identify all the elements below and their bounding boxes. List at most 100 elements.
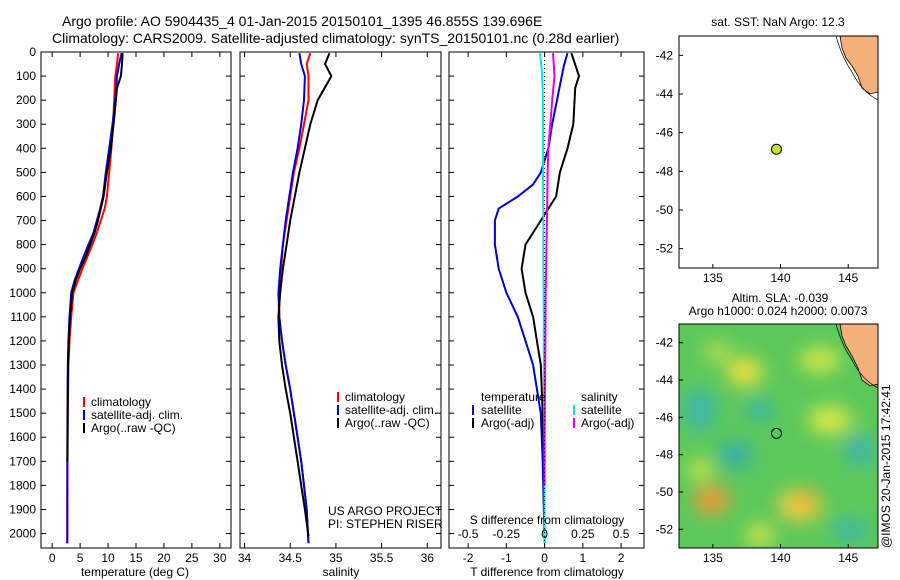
legend-label-argo: Argo(..raw -QC) <box>345 416 430 430</box>
pi-label: PI: STEPHEN RISER <box>328 517 443 531</box>
bathymetry-contour <box>835 36 878 101</box>
lat-tick-label: -44 <box>656 373 674 387</box>
y-tick-label: 500 <box>16 165 36 179</box>
x-tick-label: 30 <box>213 551 227 565</box>
salinity-legend: climatology satellite-adj. clim. Argo(..… <box>337 390 437 430</box>
y-tick-label: 0 <box>29 45 36 59</box>
temperature-panel: 0100200300400500600700800900100011001200… <box>9 45 644 579</box>
y-tick-label: 1100 <box>10 310 36 324</box>
series-line <box>520 52 581 462</box>
series-line <box>543 53 556 486</box>
x-tick-label: 36 <box>421 551 435 565</box>
legend-label-climatology: climatology <box>91 395 151 409</box>
salinity-panel: 34 34.5 35 35.5 36 salinity climatology sate… <box>238 51 443 579</box>
lon-tick-label: 140 <box>771 271 791 285</box>
s-tick-label: 0 <box>541 527 548 541</box>
temperature-series <box>66 52 124 544</box>
legend-heading-temperature: temperature <box>481 390 546 404</box>
sla-map-title-line2: Argo h1000: 0.024 h2000: 0.0073 <box>689 304 868 318</box>
lat-tick-label: -44 <box>656 87 674 101</box>
series-line <box>66 53 124 462</box>
lat-tick-label: -50 <box>656 203 674 217</box>
lat-tick-label: -52 <box>656 242 674 256</box>
x-tick-label: -1 <box>501 551 512 565</box>
depth-tick-labels: 0 100 200 300 400 500 600 700 800 900 1000 1100 1200… <box>9 45 644 541</box>
difference-legend: temperature satellite Argo(-adj) salinit… <box>472 390 634 430</box>
legend-label-s-satellite: satellite <box>581 403 622 417</box>
series-line <box>277 52 333 537</box>
lat-tick-label: -52 <box>656 522 674 536</box>
lon-tick-label: 135 <box>703 551 723 565</box>
legend-label-satellite: satellite-adj. clim. <box>345 403 437 417</box>
s-difference-axis-label: S difference from climatology <box>470 513 625 527</box>
x-tick-label: 1 <box>579 551 586 565</box>
x-tick-label: 35.5 <box>370 551 394 565</box>
y-tick-label: 200 <box>16 93 36 107</box>
lat-tick-label: -50 <box>656 485 674 499</box>
lon-tick-label: 145 <box>838 551 858 565</box>
x-tick-label: 0 <box>541 551 548 565</box>
y-tick-label: 1600 <box>9 430 36 444</box>
salinity-axis-label: salinity <box>323 565 360 579</box>
project-label: US ARGO PROJECT <box>328 504 443 518</box>
difference-axes-frame <box>448 51 645 549</box>
lon-tick-label: 135 <box>703 271 723 285</box>
y-tick-label: 2000 <box>9 527 36 541</box>
temperature-legend: climatology satellite-adj. clim. Argo(..… <box>83 395 183 435</box>
s-tick-label: 0.25 <box>571 527 595 541</box>
x-tick-label: 2 <box>618 551 625 565</box>
s-tick-label: -0.5 <box>458 527 479 541</box>
figure-title-line1: Argo profile: AO 5904435_4 01-Jan-2015 2… <box>62 13 542 29</box>
s-tick-label: -0.25 <box>493 527 521 541</box>
lon-tick-label: 140 <box>771 551 791 565</box>
x-tick-label: 15 <box>129 551 143 565</box>
x-tick-label: 20 <box>157 551 171 565</box>
legend-label-s-argo: Argo(-adj) <box>581 416 634 430</box>
y-tick-label: 1300 <box>9 358 36 372</box>
x-tick-label: 34.5 <box>279 551 303 565</box>
y-tick-label: 1500 <box>9 406 36 420</box>
float-location-marker <box>770 143 782 155</box>
x-tick-label: 10 <box>101 551 115 565</box>
y-tick-label: 400 <box>16 141 36 155</box>
sla-map-frame <box>678 323 879 549</box>
t-difference-tick-labels: -2 -1 0 1 2 <box>463 52 625 565</box>
x-tick-label: 34 <box>238 551 252 565</box>
sst-map-title: sat. SST: NaN Argo: 12.3 <box>711 15 845 29</box>
series-line <box>66 53 120 544</box>
legend-label-climatology: climatology <box>345 390 405 404</box>
lat-tick-label: -46 <box>656 410 674 424</box>
sla-map-lat-ticks: -42 -44 -46 -48 -50 -52 <box>656 336 683 536</box>
series-line <box>493 52 569 544</box>
t-difference-axis-label: T difference from climatology <box>470 565 624 579</box>
lon-tick-label: 145 <box>838 271 858 285</box>
series-line <box>278 52 312 544</box>
series-line <box>277 53 310 544</box>
lat-tick-label: -48 <box>656 448 674 462</box>
y-tick-label: 1700 <box>9 454 36 468</box>
x-tick-label: 25 <box>185 551 199 565</box>
salinity-axes-frame <box>239 51 442 549</box>
y-tick-label: 600 <box>16 189 36 203</box>
s-difference-tick-labels: -0.5 -0.25 0 0.25 0.5 <box>458 527 630 541</box>
tasmania-land <box>839 324 878 387</box>
y-tick-label: 1900 <box>9 502 36 516</box>
y-tick-label: 1000 <box>9 286 36 300</box>
y-tick-label: 900 <box>16 262 36 276</box>
y-tick-label: 800 <box>16 238 36 252</box>
figure-title-line2: Climatology: CARS2009. Satellite-adjuste… <box>52 30 619 46</box>
lat-tick-label: -42 <box>656 336 674 350</box>
float-location-marker <box>770 427 782 439</box>
lat-tick-label: -42 <box>656 48 674 62</box>
sst-map: sat. SST: NaN Argo: 12.3 135 140 145 -42 -4… <box>656 15 879 285</box>
temperature-tick-labels: 0 5 10 15 20 25 30 <box>49 52 227 565</box>
temperature-axis-label: temperature (deg C) <box>81 565 189 579</box>
legend-heading-salinity: salinity <box>581 390 618 404</box>
difference-panel: -2 -1 0 1 2 -0.5 -0.25 0 0.25 0.5 S difference f… <box>448 51 645 579</box>
y-tick-label: 100 <box>16 69 36 83</box>
sla-map: Altim. SLA: -0.039 Argo h1000: 0.024 h20… <box>656 291 879 565</box>
y-tick-label: 1400 <box>9 382 36 396</box>
tasmania-land <box>839 36 878 95</box>
difference-series <box>493 52 581 548</box>
